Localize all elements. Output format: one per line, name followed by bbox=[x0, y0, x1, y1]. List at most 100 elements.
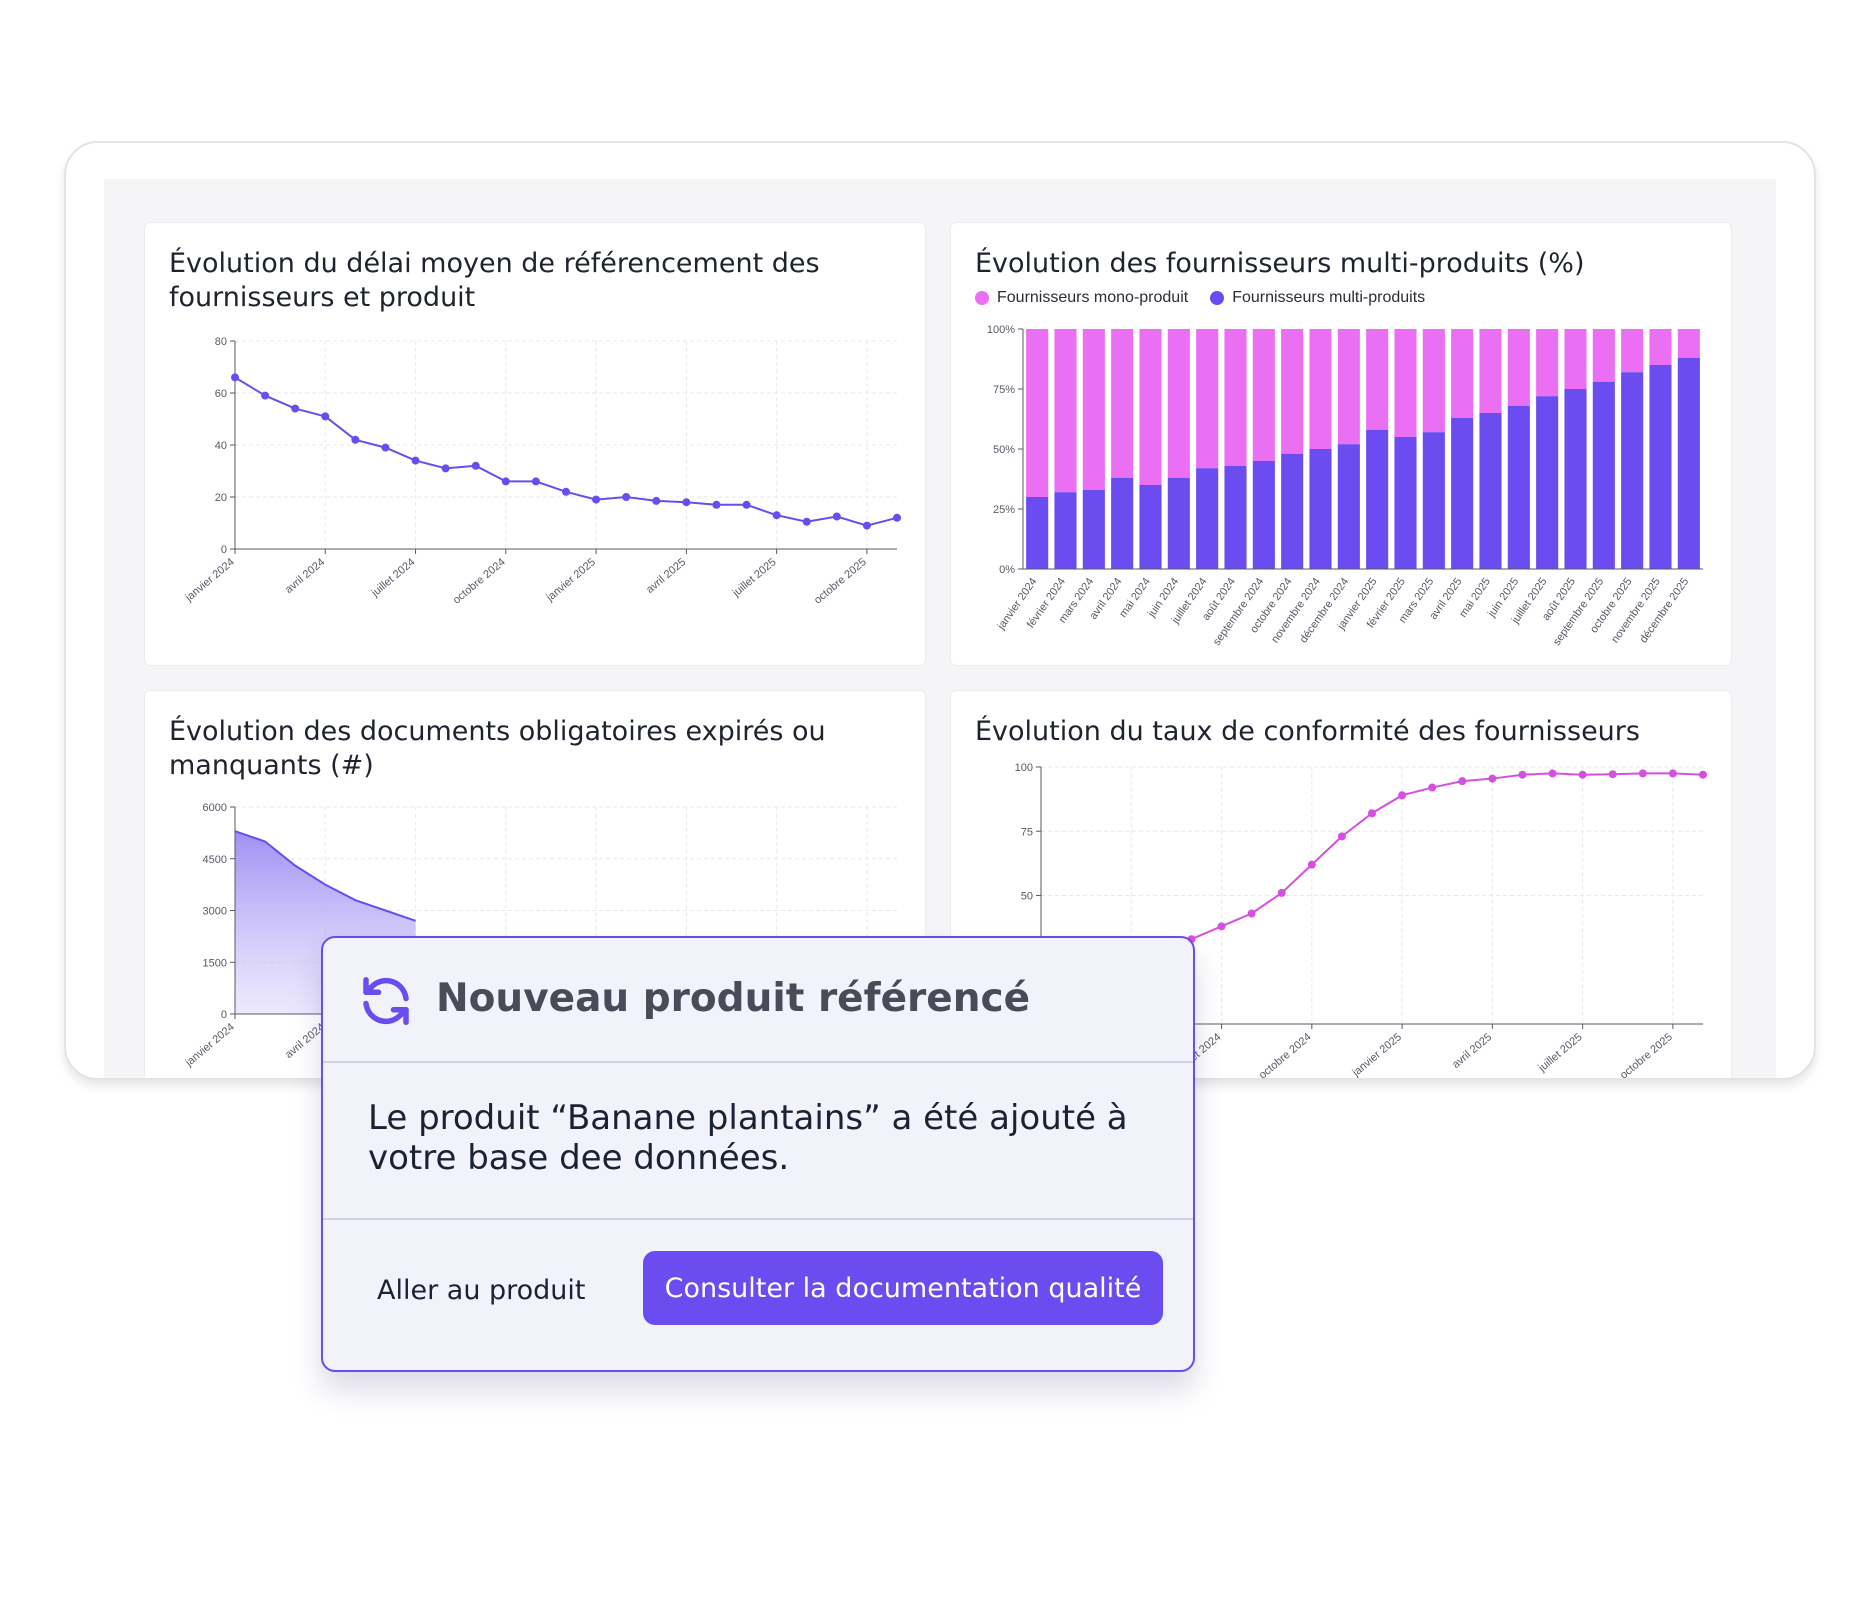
bar-mono-produit bbox=[1337, 329, 1360, 445]
y-tick-label: 1500 bbox=[203, 957, 227, 969]
data-point bbox=[592, 495, 601, 504]
bar-mono-produit bbox=[1677, 329, 1700, 358]
legend-item-multi: Fournisseurs multi-produits bbox=[1210, 289, 1425, 307]
chart-title-conformite: Évolution du taux de conformité des four… bbox=[975, 716, 1640, 747]
data-point bbox=[1277, 888, 1286, 897]
legend-item-mono: Fournisseurs mono-produit bbox=[975, 289, 1188, 307]
bar-mono-produit bbox=[1139, 329, 1162, 485]
data-point bbox=[1368, 809, 1376, 818]
data-point bbox=[1488, 774, 1497, 783]
x-tick-label: juillet 2025 bbox=[730, 556, 779, 600]
data-point bbox=[562, 487, 570, 496]
chart-card-delai: 0 20 40 60 80 janvier 2024 avril 2024 juillet 2… bbox=[144, 222, 926, 666]
data-point bbox=[1638, 769, 1647, 778]
data-point bbox=[802, 517, 811, 526]
data-point bbox=[1668, 769, 1677, 778]
series-line bbox=[234, 376, 898, 527]
bar-multi-produits bbox=[1479, 413, 1502, 569]
go-to-product-button[interactable]: Aller au produit bbox=[377, 1271, 586, 1311]
y-tick-label: 0 bbox=[221, 1009, 227, 1021]
data-point bbox=[1458, 777, 1467, 786]
x-tick-label: avril 2025 bbox=[1450, 1031, 1494, 1071]
popup-title: Nouveau produit référencé bbox=[436, 976, 1031, 1021]
data-point bbox=[862, 521, 871, 530]
data-point bbox=[381, 443, 390, 452]
y-tick-label: 80 bbox=[215, 336, 227, 348]
bar-multi-produits bbox=[1507, 405, 1530, 569]
bar-mono-produit bbox=[1281, 329, 1304, 454]
bar-mono-produit bbox=[1054, 329, 1077, 493]
data-point bbox=[832, 512, 841, 521]
chart-title-docs: Évolution des documents obligatoires exp… bbox=[169, 716, 826, 781]
bar-multi-produits bbox=[1224, 465, 1247, 569]
x-tick-label: avril 2025 bbox=[644, 556, 688, 596]
y-tick-label: 50% bbox=[993, 444, 1015, 456]
data-point bbox=[411, 456, 420, 465]
dashboard-window: 0 20 40 60 80 janvier 2024 avril 2024 juillet 2… bbox=[64, 141, 1816, 1080]
popup-divider bbox=[323, 1218, 1193, 1220]
bar-multi-produits bbox=[1026, 497, 1049, 569]
legend-label-mono: Fournisseurs mono-produit bbox=[997, 289, 1189, 306]
data-point bbox=[1518, 770, 1527, 779]
y-tick-label: 50 bbox=[1021, 891, 1033, 903]
chart-legend-multi: Fournisseurs mono-produit Fournisseurs m… bbox=[975, 289, 1425, 307]
x-tick-label: septembre 2024 bbox=[1211, 576, 1266, 648]
bar-mono-produit bbox=[1026, 329, 1049, 497]
legend-dot-multi bbox=[1210, 291, 1225, 305]
y-tick-label: 0 bbox=[221, 544, 227, 556]
y-tick-label: 40 bbox=[215, 440, 227, 452]
bar-multi-produits bbox=[1451, 417, 1474, 569]
data-point bbox=[471, 461, 480, 470]
refresh-icon bbox=[363, 977, 409, 1025]
y-tick-label: 100 bbox=[1015, 762, 1033, 774]
data-point bbox=[1398, 791, 1407, 800]
bar-multi-produits bbox=[1337, 444, 1360, 569]
y-tick-label: 25% bbox=[993, 504, 1015, 516]
chart-title-multi: Évolution des fournisseurs multi-produit… bbox=[975, 248, 1585, 279]
bar-mono-produit bbox=[1592, 329, 1615, 382]
x-tick-label: janvier 2024 bbox=[183, 1021, 237, 1069]
bar-multi-produits bbox=[1054, 492, 1077, 569]
bar-multi-produits bbox=[1139, 485, 1162, 569]
data-point bbox=[1548, 769, 1557, 778]
x-tick-label: juillet 2025 bbox=[1536, 1031, 1585, 1075]
bar-multi-produits bbox=[1394, 437, 1417, 569]
bar-mono-produit bbox=[1252, 329, 1275, 461]
bar-multi-produits bbox=[1536, 396, 1559, 569]
legend-label-multi: Fournisseurs multi-produits bbox=[1232, 289, 1426, 306]
notification-popup: Nouveau produit référencé Le produit “Ba… bbox=[321, 936, 1195, 1372]
data-point bbox=[622, 493, 631, 501]
y-tick-label: 100% bbox=[987, 324, 1015, 336]
popup-header: Nouveau produit référencé bbox=[323, 938, 1193, 1063]
bar-multi-produits bbox=[1366, 429, 1389, 569]
data-point bbox=[1428, 783, 1437, 792]
data-point bbox=[351, 435, 360, 444]
bar-mono-produit bbox=[1564, 329, 1587, 389]
chart-delai: 0 20 40 60 80 janvier 2024 avril 2024 juillet 2… bbox=[183, 336, 901, 607]
legend-dot-mono bbox=[975, 291, 989, 305]
y-tick-label: 0% bbox=[999, 564, 1015, 576]
data-point bbox=[772, 511, 781, 520]
x-tick-label: octobre 2024 bbox=[1257, 1031, 1314, 1078]
bar-multi-produits bbox=[1111, 477, 1134, 569]
bar-mono-produit bbox=[1649, 329, 1672, 365]
y-tick-label: 6000 bbox=[203, 802, 227, 814]
bar-mono-produit bbox=[1082, 329, 1105, 490]
bar-multi-produits bbox=[1281, 453, 1304, 569]
quality-docs-button[interactable]: Consulter la documentation qualité bbox=[643, 1251, 1163, 1325]
data-point bbox=[1247, 909, 1256, 918]
bar-multi-produits bbox=[1592, 381, 1615, 569]
bar-mono-produit bbox=[1366, 329, 1389, 430]
data-point bbox=[1608, 770, 1617, 779]
data-point bbox=[682, 498, 691, 507]
bar-mono-produit bbox=[1451, 329, 1474, 418]
data-point bbox=[321, 412, 330, 421]
data-point bbox=[1337, 832, 1346, 841]
data-point bbox=[231, 373, 239, 382]
series-line bbox=[234, 830, 416, 922]
bar-multi-produits bbox=[1082, 489, 1105, 569]
popup-message: Le produit “Banane plantains” a été ajou… bbox=[368, 1098, 1128, 1178]
bar-mono-produit bbox=[1479, 329, 1502, 413]
data-point bbox=[712, 500, 721, 509]
